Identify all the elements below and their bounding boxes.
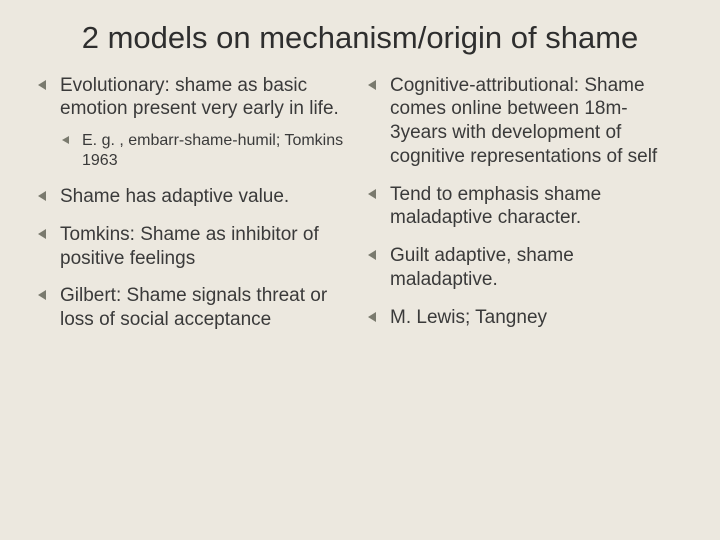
- slide-title: 2 models on mechanism/origin of shame: [36, 20, 684, 56]
- right-bullet-list: Cognitive-attributional: Shame comes onl…: [366, 74, 684, 330]
- list-item: Gilbert: Shame signals threat or loss of…: [36, 284, 354, 332]
- slide: 2 models on mechanism/origin of shame Ev…: [0, 0, 720, 540]
- list-item: Cognitive-attributional: Shame comes onl…: [366, 74, 684, 169]
- list-item: Shame has adaptive value.: [36, 185, 354, 209]
- list-item: Guilt adaptive, shame maladaptive.: [366, 244, 684, 292]
- list-item: Evolutionary: shame as basic emotion pre…: [36, 74, 354, 172]
- list-item: Tomkins: Shame as inhibitor of positive …: [36, 223, 354, 271]
- list-item-text: Evolutionary: shame as basic emotion pre…: [60, 75, 339, 120]
- sub-list-item: E. g. , embarr-shame-humil; Tomkins 1963: [60, 131, 354, 171]
- sub-bullet-list: E. g. , embarr-shame-humil; Tomkins 1963: [60, 131, 354, 171]
- content-columns: Evolutionary: shame as basic emotion pre…: [36, 74, 684, 346]
- left-bullet-list: Evolutionary: shame as basic emotion pre…: [36, 74, 354, 332]
- list-item: M. Lewis; Tangney: [366, 306, 684, 330]
- list-item: Tend to emphasis shame maladaptive chara…: [366, 183, 684, 231]
- right-column: Cognitive-attributional: Shame comes onl…: [366, 74, 684, 346]
- left-column: Evolutionary: shame as basic emotion pre…: [36, 74, 354, 346]
